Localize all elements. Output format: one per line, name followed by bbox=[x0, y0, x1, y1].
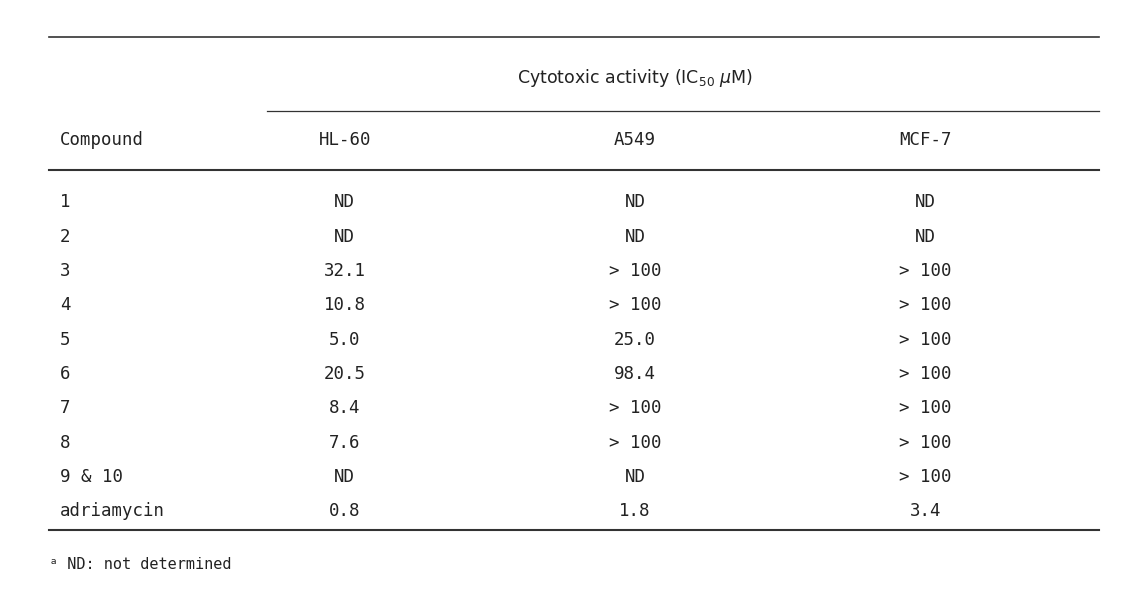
Text: 7: 7 bbox=[60, 399, 71, 417]
Text: > 100: > 100 bbox=[899, 331, 952, 349]
Text: ND: ND bbox=[624, 227, 646, 245]
Text: 2: 2 bbox=[60, 227, 71, 245]
Text: 32.1: 32.1 bbox=[324, 262, 366, 280]
Text: ND: ND bbox=[334, 227, 356, 245]
Text: ND: ND bbox=[334, 193, 356, 211]
Text: 10.8: 10.8 bbox=[324, 296, 366, 314]
Text: ND: ND bbox=[915, 227, 936, 245]
Text: 0.8: 0.8 bbox=[328, 502, 360, 520]
Text: ND: ND bbox=[334, 468, 356, 486]
Text: 6: 6 bbox=[60, 365, 71, 383]
Text: > 100: > 100 bbox=[899, 399, 952, 417]
Text: > 100: > 100 bbox=[899, 468, 952, 486]
Text: adriamycin: adriamycin bbox=[60, 502, 165, 520]
Text: 20.5: 20.5 bbox=[324, 365, 366, 383]
Text: Cytotoxic activity (IC$_{50}$ $\mu$M): Cytotoxic activity (IC$_{50}$ $\mu$M) bbox=[518, 67, 753, 89]
Text: > 100: > 100 bbox=[609, 399, 661, 417]
Text: ND: ND bbox=[915, 193, 936, 211]
Text: A549: A549 bbox=[614, 131, 656, 149]
Text: 5: 5 bbox=[60, 331, 71, 349]
Text: 1.8: 1.8 bbox=[620, 502, 651, 520]
Text: 25.0: 25.0 bbox=[614, 331, 656, 349]
Text: ND: ND bbox=[624, 468, 646, 486]
Text: 3.4: 3.4 bbox=[910, 502, 942, 520]
Text: > 100: > 100 bbox=[899, 434, 952, 452]
Text: 3: 3 bbox=[60, 262, 71, 280]
Text: > 100: > 100 bbox=[609, 296, 661, 314]
Text: > 100: > 100 bbox=[899, 262, 952, 280]
Text: 8: 8 bbox=[60, 434, 71, 452]
Text: MCF-7: MCF-7 bbox=[899, 131, 952, 149]
Text: 5.0: 5.0 bbox=[328, 331, 360, 349]
Text: ND: ND bbox=[624, 193, 646, 211]
Text: 1: 1 bbox=[60, 193, 71, 211]
Text: > 100: > 100 bbox=[609, 262, 661, 280]
Text: > 100: > 100 bbox=[899, 296, 952, 314]
Text: 7.6: 7.6 bbox=[328, 434, 360, 452]
Text: 9 & 10: 9 & 10 bbox=[60, 468, 123, 486]
Text: > 100: > 100 bbox=[899, 365, 952, 383]
Text: 98.4: 98.4 bbox=[614, 365, 656, 383]
Text: Compound: Compound bbox=[60, 131, 144, 149]
Text: HL-60: HL-60 bbox=[318, 131, 371, 149]
Text: ᵃ ND: not determined: ᵃ ND: not determined bbox=[48, 557, 232, 572]
Text: > 100: > 100 bbox=[609, 434, 661, 452]
Text: 4: 4 bbox=[60, 296, 71, 314]
Text: 8.4: 8.4 bbox=[328, 399, 360, 417]
